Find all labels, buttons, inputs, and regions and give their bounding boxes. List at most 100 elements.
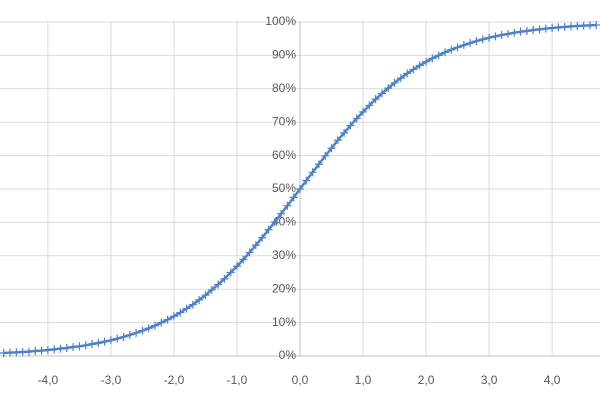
point-marker [403,69,412,78]
x-tick-label: -4,0 [38,373,59,387]
point-marker [88,339,97,348]
point-marker [94,338,103,347]
point-marker [491,32,500,41]
x-tick-label: -3,0 [101,373,122,387]
point-marker [466,39,475,48]
point-marker [264,225,273,234]
y-tick-label: 30% [272,248,296,262]
point-marker [359,107,368,116]
point-marker [69,342,78,351]
point-marker [125,330,134,339]
point-marker [245,248,254,257]
x-tick-label: 3,0 [481,373,498,387]
point-marker [371,95,380,104]
point-marker [182,304,191,313]
y-tick-label: 100% [265,14,296,28]
point-marker [327,144,336,153]
point-marker [169,312,178,321]
point-marker [453,43,462,52]
point-marker [503,30,512,39]
point-marker [485,33,494,42]
point-marker [113,334,122,343]
point-marker [232,262,241,271]
point-marker [510,28,519,37]
x-tick-label: 2,0 [418,373,435,387]
point-marker [390,78,399,87]
y-tick-label: 0% [279,348,297,362]
point-marker [43,345,52,354]
point-marker [365,101,374,110]
point-marker [277,209,286,218]
y-tick-label: 70% [272,114,296,128]
point-marker [258,233,267,242]
x-tick-label: -2,0 [164,373,185,387]
point-marker [529,26,538,35]
point-marker [409,65,418,74]
point-marker [226,268,235,277]
point-marker [497,31,506,40]
point-marker [396,74,405,83]
point-marker [214,280,223,289]
x-tick-label: 0,0 [292,373,309,387]
y-tick-label: 10% [272,315,296,329]
point-marker [415,61,424,70]
x-tick-label: 1,0 [355,373,372,387]
point-marker [308,168,317,177]
y-tick-label: 80% [272,81,296,95]
point-marker [434,51,443,60]
point-marker [132,328,141,337]
point-marker [75,342,84,351]
point-marker [81,341,90,350]
x-tick-label: 4,0 [544,373,561,387]
point-marker [138,326,147,335]
point-marker [346,121,355,130]
point-marker [522,27,531,36]
point-marker [472,37,481,46]
point-marker [314,160,323,169]
point-marker [422,57,431,66]
point-marker [478,35,487,44]
point-marker [289,193,298,202]
point-marker [321,151,330,160]
point-marker [188,300,197,309]
point-marker [144,324,153,333]
point-marker [541,24,550,33]
point-marker [377,89,386,98]
point-marker [428,54,437,63]
point-marker [340,128,349,137]
y-tick-label: 50% [272,181,296,195]
point-marker [56,344,65,353]
point-marker [283,201,292,210]
point-marker [548,24,557,33]
point-marker [201,291,210,300]
point-marker [106,336,115,345]
point-marker [119,332,128,341]
point-marker [560,23,569,32]
point-marker [302,176,311,185]
point-marker [50,345,59,354]
point-marker [535,25,544,34]
y-tick-label: 90% [272,48,296,62]
point-marker [459,41,468,50]
point-marker [333,136,342,145]
point-marker [163,315,172,324]
point-marker [352,114,361,123]
point-marker [220,274,229,283]
point-marker [239,255,248,264]
point-marker [157,318,166,327]
point-marker [151,321,160,330]
point-marker [62,343,71,352]
point-marker [270,218,279,227]
point-marker [516,27,525,36]
point-marker [195,295,204,304]
point-marker [251,241,260,250]
point-marker [440,48,449,57]
point-marker [296,185,304,193]
point-marker [447,45,456,54]
y-tick-label: 20% [272,281,296,295]
point-marker [207,285,216,294]
point-marker [24,347,33,356]
point-marker [176,308,185,317]
